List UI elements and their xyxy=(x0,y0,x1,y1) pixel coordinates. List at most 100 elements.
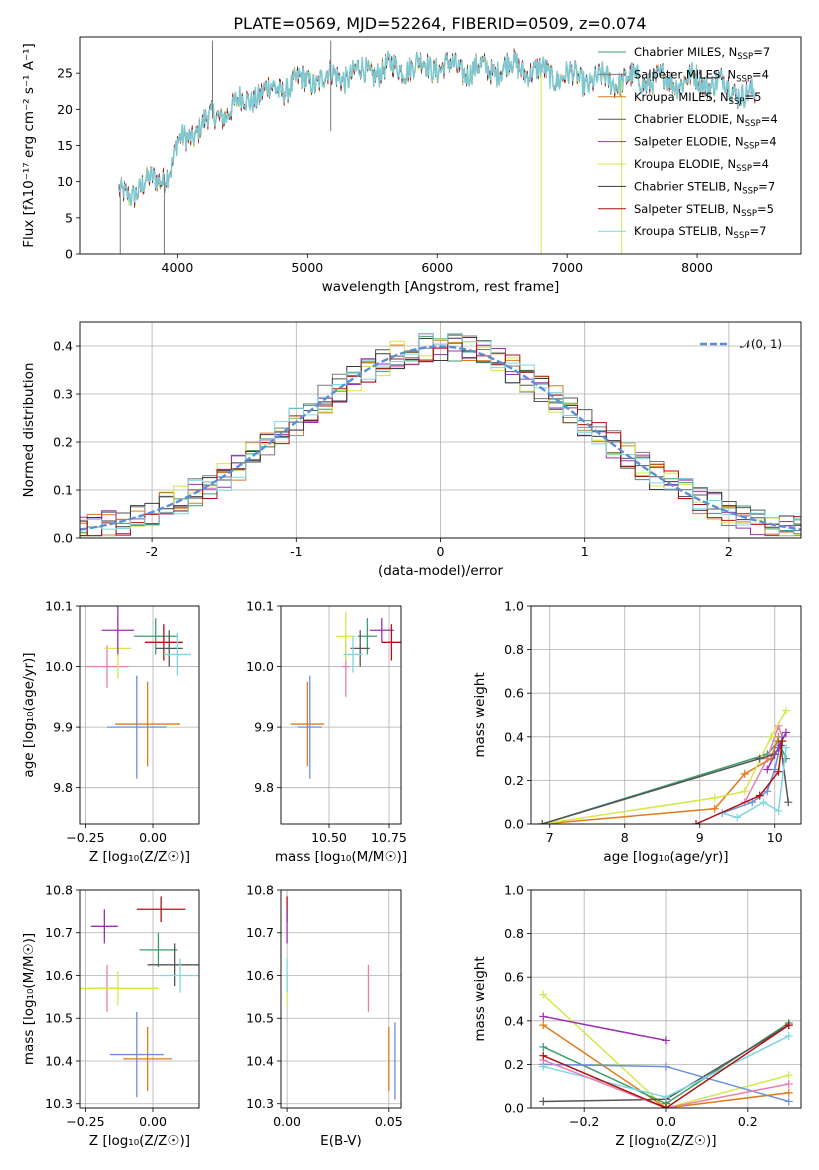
y-tick-label: 9.9 xyxy=(254,720,274,735)
data-point-marker xyxy=(784,1021,793,1030)
error-cross xyxy=(336,612,356,661)
legend-subscript: SSP xyxy=(737,52,753,62)
legend-subscript: SSP xyxy=(741,209,757,219)
y-tick-label: 5 xyxy=(65,210,73,225)
legend-entry: Kroupa STELIB, NSSP=7 xyxy=(598,224,766,241)
data-point-marker xyxy=(710,804,719,813)
error-cross xyxy=(155,630,183,667)
legend-entry: Kroupa ELODIE, NSSP=4 xyxy=(598,157,769,174)
error-cross xyxy=(297,675,322,779)
plot-area xyxy=(286,896,396,1100)
x-tick-label: 0.2 xyxy=(738,1114,758,1129)
data-point-marker xyxy=(539,990,548,999)
x-axis-label: (data-model)/error xyxy=(378,563,504,579)
y-tick-label: 15 xyxy=(57,138,73,153)
y-tick-label: 10.8 xyxy=(45,883,73,898)
error-cross xyxy=(80,971,159,1006)
y-tick-label: 0.6 xyxy=(504,686,524,701)
legend-nssp-prefix: , N xyxy=(725,202,741,216)
legend-nssp-prefix: , N xyxy=(729,112,745,126)
legend-label: Kroupa STELIB, NSSP=7 xyxy=(634,224,766,241)
legend-label: Chabrier STELIB, NSSP=7 xyxy=(634,179,775,196)
residual-histogram xyxy=(80,336,801,537)
weight-vs-age-panel: 7 8 9 10 0.0 0.2 0.4 0.6 0.8 1.0 age [log₁₀(age/yr… xyxy=(472,599,802,865)
y-tick-label: 1.0 xyxy=(504,883,524,898)
error-cross xyxy=(90,909,118,944)
legend-entry: Chabrier STELIB, NSSP=7 xyxy=(598,179,775,196)
normal-legend: 𝒩(0, 1) xyxy=(700,337,782,351)
x-axis-label: Z [log₁₀(Z/Z☉)] xyxy=(89,849,190,865)
x-tick-label: 7000 xyxy=(551,260,583,275)
y-tick-label: 0.6 xyxy=(504,970,524,985)
y-axis-label: Normed distribution xyxy=(21,363,37,498)
mass-vs-reddening-panel: 0.00 0.05 10.3 10.4 10.5 10.6 10.7 10.8 E(B-V) xyxy=(246,883,403,1150)
y-tick-label: 10.7 xyxy=(45,925,73,940)
axes-frame xyxy=(280,889,402,1109)
series-line xyxy=(542,1024,790,1108)
x-tick-label: 6000 xyxy=(421,260,453,275)
legend-equals: = xyxy=(749,224,759,238)
plot-area xyxy=(118,40,756,254)
legend-entry: Salpeter STELIB, NSSP=5 xyxy=(598,202,774,219)
legend-nssp-value: 5 xyxy=(767,202,774,216)
legend-entry: Salpeter ELODIE, NSSP=4 xyxy=(598,135,777,152)
mass-vs-metallicity-panel: −0.25 0.00 10.3 10.4 10.5 10.6 10.7 10.8 Z [log₁… xyxy=(21,883,200,1149)
y-tick-label: 10.6 xyxy=(45,968,73,983)
legend-label: Salpeter MILES, NSSP=4 xyxy=(634,67,769,84)
error-cross xyxy=(85,645,129,688)
legend-equals: = xyxy=(744,90,754,104)
series-line xyxy=(695,741,783,824)
y-tick-label: 10.8 xyxy=(246,883,274,898)
legend-label: Salpeter STELIB, NSSP=5 xyxy=(634,202,774,219)
legend-equals: = xyxy=(757,202,767,216)
series-line xyxy=(744,723,783,803)
error-cross xyxy=(107,675,167,779)
data-point-marker xyxy=(784,1032,793,1041)
legend-label: Salpeter ELODIE, NSSP=4 xyxy=(634,135,777,152)
legend-subscript: SSP xyxy=(745,119,761,129)
figure-title: PLATE=0569, MJD=52264, FIBERID=0509, z=0… xyxy=(233,14,646,33)
data-point-marker xyxy=(740,769,749,778)
axes-frame xyxy=(530,605,802,825)
data-point-marker xyxy=(782,728,790,737)
y-axis-label: Flux [fλ10⁻¹⁷ erg cm⁻² s⁻¹ A⁻¹] xyxy=(21,43,37,248)
residuals-panel: -2 -1 0 1 2 0.0 0.1 0.2 0.3 0.4 (data-model)/error… xyxy=(21,321,802,579)
y-tick-label: 0.0 xyxy=(504,817,524,832)
legend-model-name: Kroupa MILES xyxy=(634,90,713,104)
data-point-marker xyxy=(763,787,772,796)
x-tick-label: -2 xyxy=(146,544,158,559)
data-point-marker xyxy=(662,1036,670,1045)
legend-nssp-value: 7 xyxy=(763,45,770,59)
axes-frame xyxy=(280,605,402,825)
legend-subscript: SSP xyxy=(742,186,758,196)
data-point-marker xyxy=(784,1097,793,1106)
y-tick-label: 10.7 xyxy=(246,925,274,940)
legend-subscript: SSP xyxy=(736,164,752,174)
series-line xyxy=(542,710,787,824)
x-tick-label: 0.00 xyxy=(139,1114,167,1129)
residual-histogram xyxy=(80,332,801,537)
y-tick-label: 0.4 xyxy=(53,339,73,354)
plot-area xyxy=(538,706,793,824)
x-tick-label: -1 xyxy=(290,544,302,559)
x-tick-label: 1 xyxy=(581,544,589,559)
series-line xyxy=(542,994,789,1108)
error-cross xyxy=(109,1011,164,1098)
x-tick-label: 0.05 xyxy=(375,1114,403,1129)
data-point-marker xyxy=(774,806,783,815)
legend-equals: = xyxy=(753,45,763,59)
y-tick-label: 0.0 xyxy=(504,1101,524,1116)
data-point-marker xyxy=(767,732,775,741)
data-point-marker xyxy=(662,1062,670,1071)
data-point-marker xyxy=(538,820,547,824)
plot-area xyxy=(80,896,199,1098)
data-point-marker xyxy=(662,1093,670,1102)
y-tick-label: 0 xyxy=(65,247,73,262)
error-cross xyxy=(101,606,135,655)
legend-entry: Salpeter MILES, NSSP=4 xyxy=(598,67,769,84)
x-axis-label: age [log₁₀(age/yr)] xyxy=(603,849,728,865)
axes-frame xyxy=(79,889,200,1109)
legend-equals: = xyxy=(752,67,762,81)
y-tick-label: 9.8 xyxy=(254,780,274,795)
data-point-marker xyxy=(782,706,790,715)
